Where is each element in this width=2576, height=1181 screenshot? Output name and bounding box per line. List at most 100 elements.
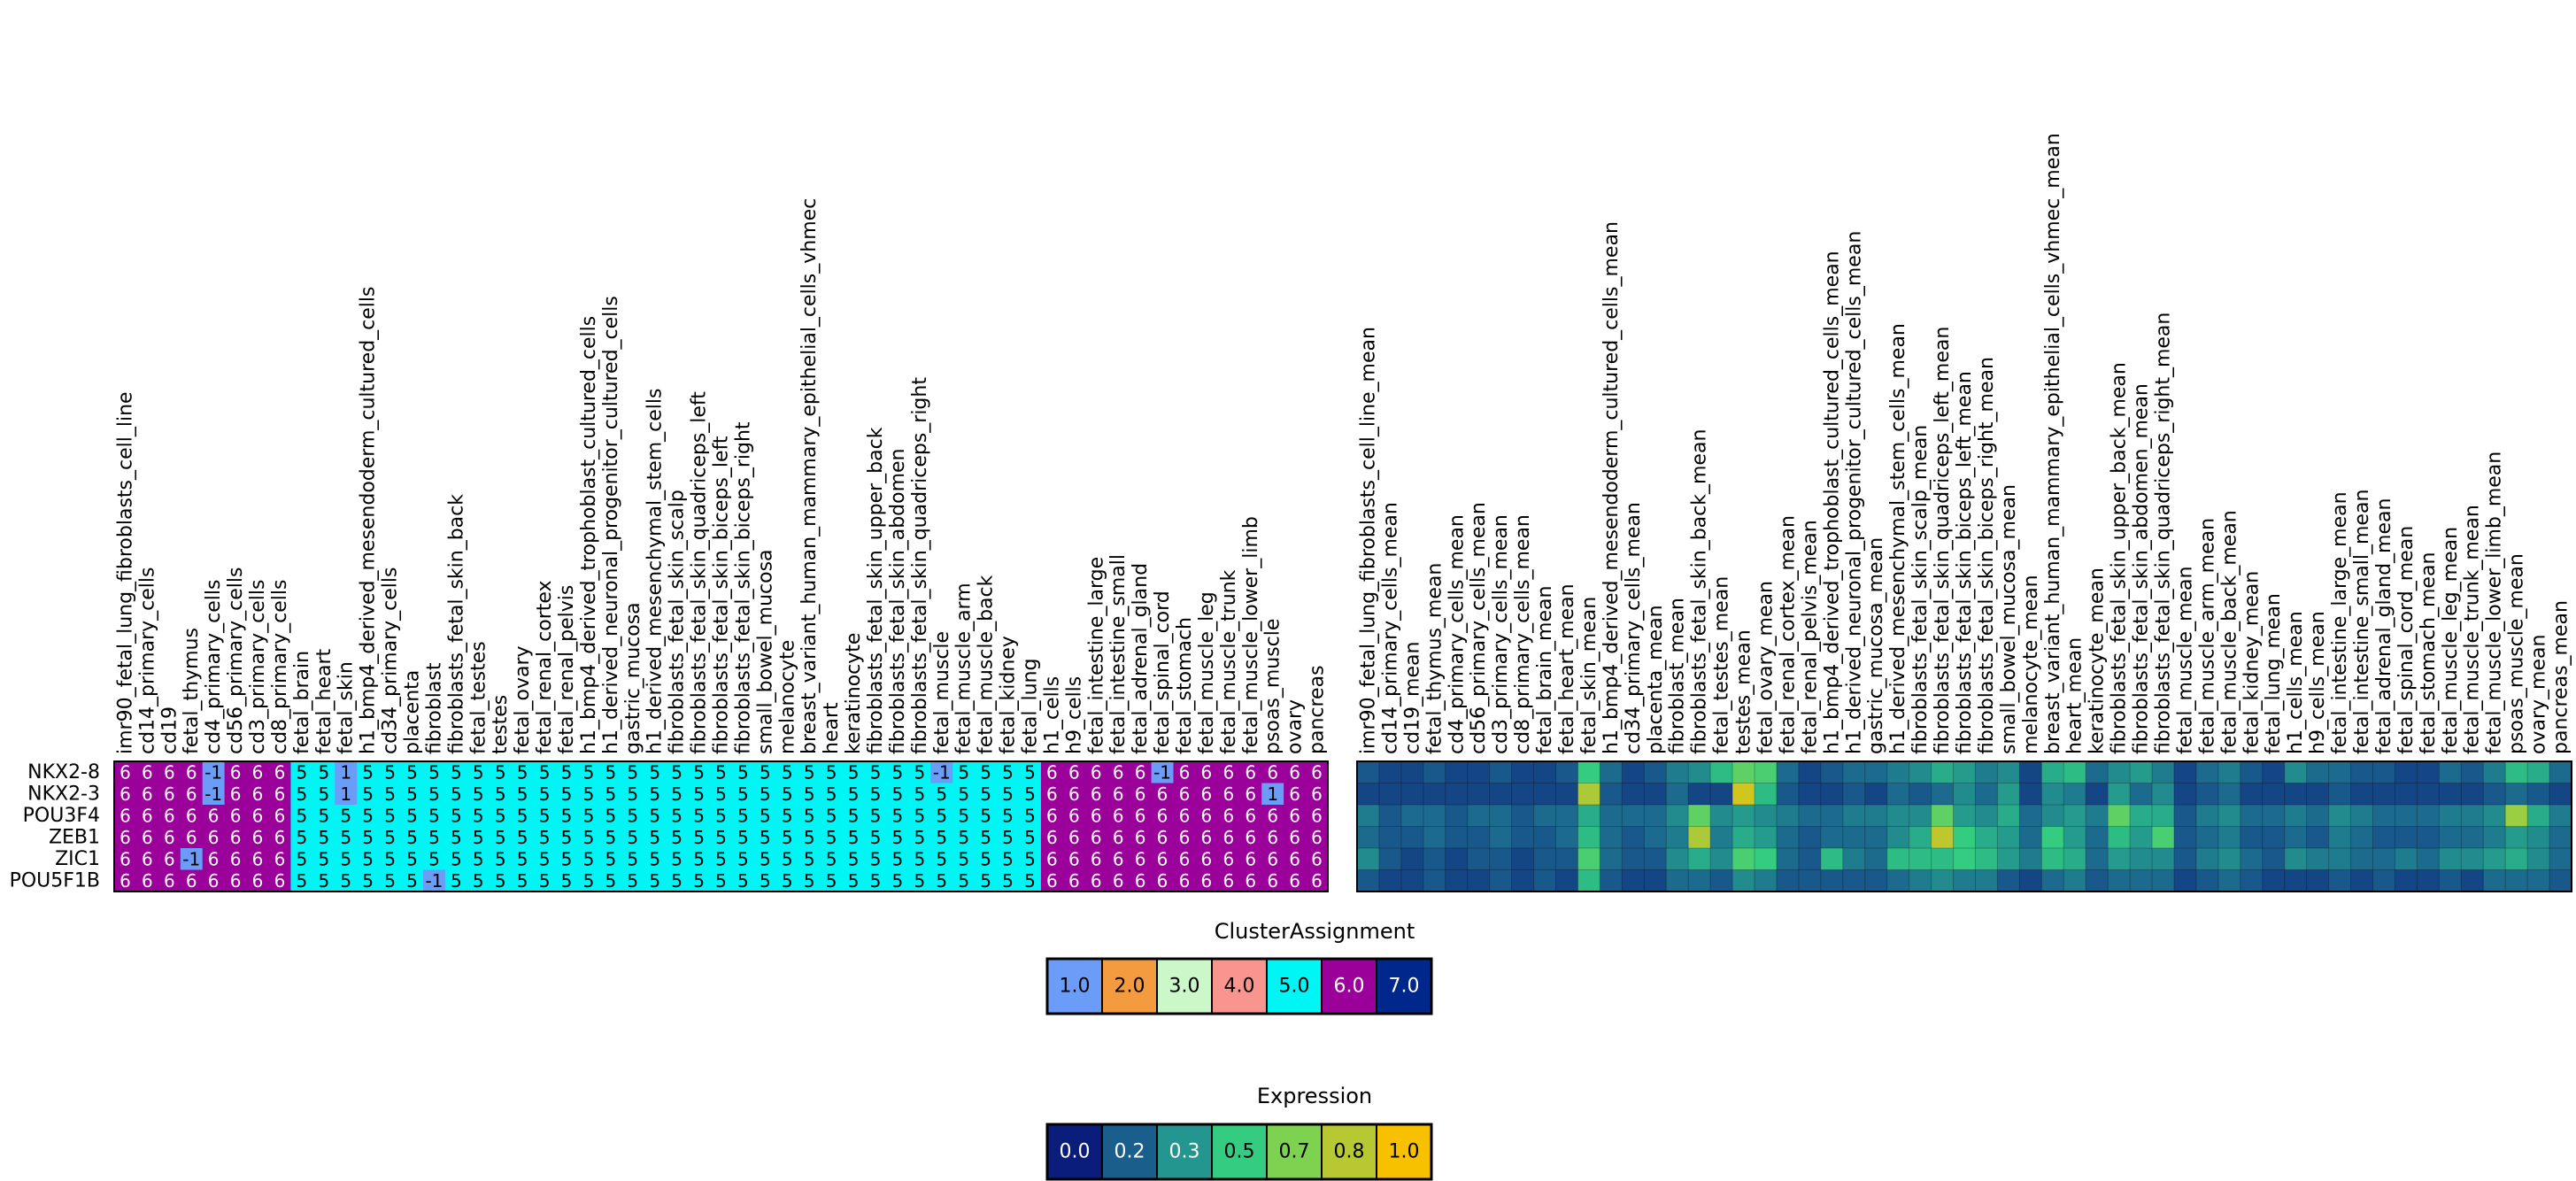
heatmap-cell bbox=[135, 869, 159, 892]
heatmap-cell bbox=[357, 805, 380, 827]
cell-label: 5 bbox=[870, 805, 882, 826]
cell-label: 5 bbox=[804, 783, 815, 805]
heatmap-cell bbox=[1864, 826, 1888, 849]
heatmap-cell bbox=[1445, 826, 1469, 849]
heatmap-cell bbox=[1622, 805, 1645, 827]
cell-label: 5 bbox=[848, 761, 860, 783]
heatmap-cell bbox=[312, 869, 335, 892]
cell-label: 6 bbox=[164, 761, 175, 783]
heatmap-cell bbox=[2108, 783, 2131, 806]
heatmap-cell bbox=[775, 826, 799, 849]
heatmap-cell bbox=[511, 805, 535, 827]
cell-label: 6 bbox=[1091, 805, 1102, 826]
heatmap-cell bbox=[1217, 761, 1240, 783]
cell-label: 5 bbox=[362, 827, 374, 848]
heatmap-cell bbox=[1864, 783, 1888, 806]
heatmap-cell bbox=[2195, 848, 2219, 870]
cell-label: 5 bbox=[848, 870, 860, 892]
cell-label: 5 bbox=[1024, 805, 1036, 826]
column-label: fetal_adrenal_gland_mean bbox=[2373, 498, 2395, 754]
heatmap-cell bbox=[1084, 826, 1108, 849]
heatmap-cell bbox=[2041, 848, 2064, 870]
cell-label: 5 bbox=[297, 848, 308, 869]
column-label: fetal_skin bbox=[335, 661, 358, 754]
heatmap-cell bbox=[2549, 761, 2572, 783]
heatmap-cell bbox=[1107, 761, 1130, 783]
heatmap-cell bbox=[1732, 783, 1755, 806]
cell-label: 5 bbox=[451, 761, 462, 783]
cell-label: 6 bbox=[1046, 848, 1058, 869]
heatmap-cell bbox=[401, 805, 424, 827]
heatmap-cell bbox=[555, 761, 578, 783]
heatmap-cell bbox=[864, 869, 887, 892]
heatmap-cell bbox=[1555, 826, 1578, 849]
column-label: fetal_lung_mean bbox=[2263, 593, 2285, 754]
heatmap-cell bbox=[290, 805, 313, 827]
heatmap-cell bbox=[2086, 783, 2109, 806]
cell-label: 5 bbox=[936, 848, 947, 869]
heatmap-cell bbox=[1688, 826, 1711, 849]
column-label: h9_cells_mean bbox=[2307, 611, 2329, 754]
legend-label: 0.2 bbox=[1114, 1141, 1145, 1163]
cell-label: 5 bbox=[627, 870, 638, 892]
cell-label: 6 bbox=[1157, 827, 1168, 848]
heatmap-cell bbox=[2086, 869, 2109, 892]
row-label: ZIC1 bbox=[55, 848, 100, 870]
heatmap-cell bbox=[820, 848, 844, 870]
column-label: ovary_mean bbox=[2528, 635, 2550, 754]
heatmap-cell bbox=[444, 848, 468, 870]
heatmap-cell bbox=[357, 826, 380, 849]
cell-label: 5 bbox=[914, 870, 925, 892]
cell-label: 6 bbox=[1135, 848, 1146, 869]
heatmap-cell bbox=[224, 761, 248, 783]
heatmap-cell bbox=[2284, 848, 2308, 870]
cell-label: 5 bbox=[473, 827, 484, 848]
cell-label: 5 bbox=[362, 805, 374, 826]
heatmap-cell bbox=[2350, 869, 2373, 892]
heatmap-cell bbox=[2086, 805, 2109, 827]
heatmap-cell bbox=[775, 805, 799, 827]
column-label: fetal_brain bbox=[291, 651, 313, 754]
heatmap-cell bbox=[555, 805, 578, 827]
cell-label: 5 bbox=[406, 827, 418, 848]
column-label: fibroblasts_fetal_skin_biceps_left bbox=[711, 436, 733, 754]
heatmap-cell bbox=[2417, 869, 2440, 892]
heatmap-cell bbox=[599, 805, 622, 827]
cell-label: 5 bbox=[715, 870, 727, 892]
column-label: h1_cells bbox=[1041, 676, 1063, 754]
cell-label: 5 bbox=[782, 805, 793, 826]
heatmap-cell bbox=[114, 805, 137, 827]
column-label: h1_bmp4_derived_trophoblast_cultured_cel… bbox=[578, 316, 600, 754]
heatmap-cell bbox=[1129, 783, 1153, 806]
cell-label: 6 bbox=[1068, 761, 1080, 783]
heatmap-cell bbox=[775, 869, 799, 892]
cell-label: 5 bbox=[495, 870, 506, 892]
heatmap-cell bbox=[1644, 826, 1667, 849]
heatmap-cell bbox=[2328, 783, 2352, 806]
heatmap-cell bbox=[312, 848, 335, 870]
heatmap-cell bbox=[1040, 848, 1064, 870]
heatmap-cell bbox=[1151, 805, 1175, 827]
heatmap-cell bbox=[268, 783, 291, 806]
heatmap-cell bbox=[1710, 783, 1733, 806]
heatmap-cell bbox=[1997, 783, 2020, 806]
cell-label: 5 bbox=[649, 761, 660, 783]
heatmap-cell bbox=[533, 783, 557, 806]
heatmap-cell bbox=[1261, 805, 1284, 827]
heatmap-cell bbox=[2372, 783, 2395, 806]
cell-label: 6 bbox=[1046, 827, 1058, 848]
heatmap-cell bbox=[114, 869, 137, 892]
cell-label: 5 bbox=[1024, 848, 1036, 869]
cell-label: 5 bbox=[406, 848, 418, 869]
cell-label: 5 bbox=[318, 783, 329, 805]
cell-label: 6 bbox=[1201, 783, 1213, 805]
heatmap-cell bbox=[1284, 761, 1307, 783]
cell-label: 5 bbox=[605, 870, 616, 892]
legend-swatch bbox=[1376, 1123, 1432, 1180]
heatmap-cell bbox=[158, 848, 181, 870]
heatmap-cell bbox=[224, 826, 248, 849]
heatmap-cell bbox=[114, 783, 137, 806]
heatmap-cell bbox=[1666, 783, 1689, 806]
heatmap-cell bbox=[2152, 826, 2175, 849]
heatmap-cell bbox=[2217, 761, 2241, 783]
